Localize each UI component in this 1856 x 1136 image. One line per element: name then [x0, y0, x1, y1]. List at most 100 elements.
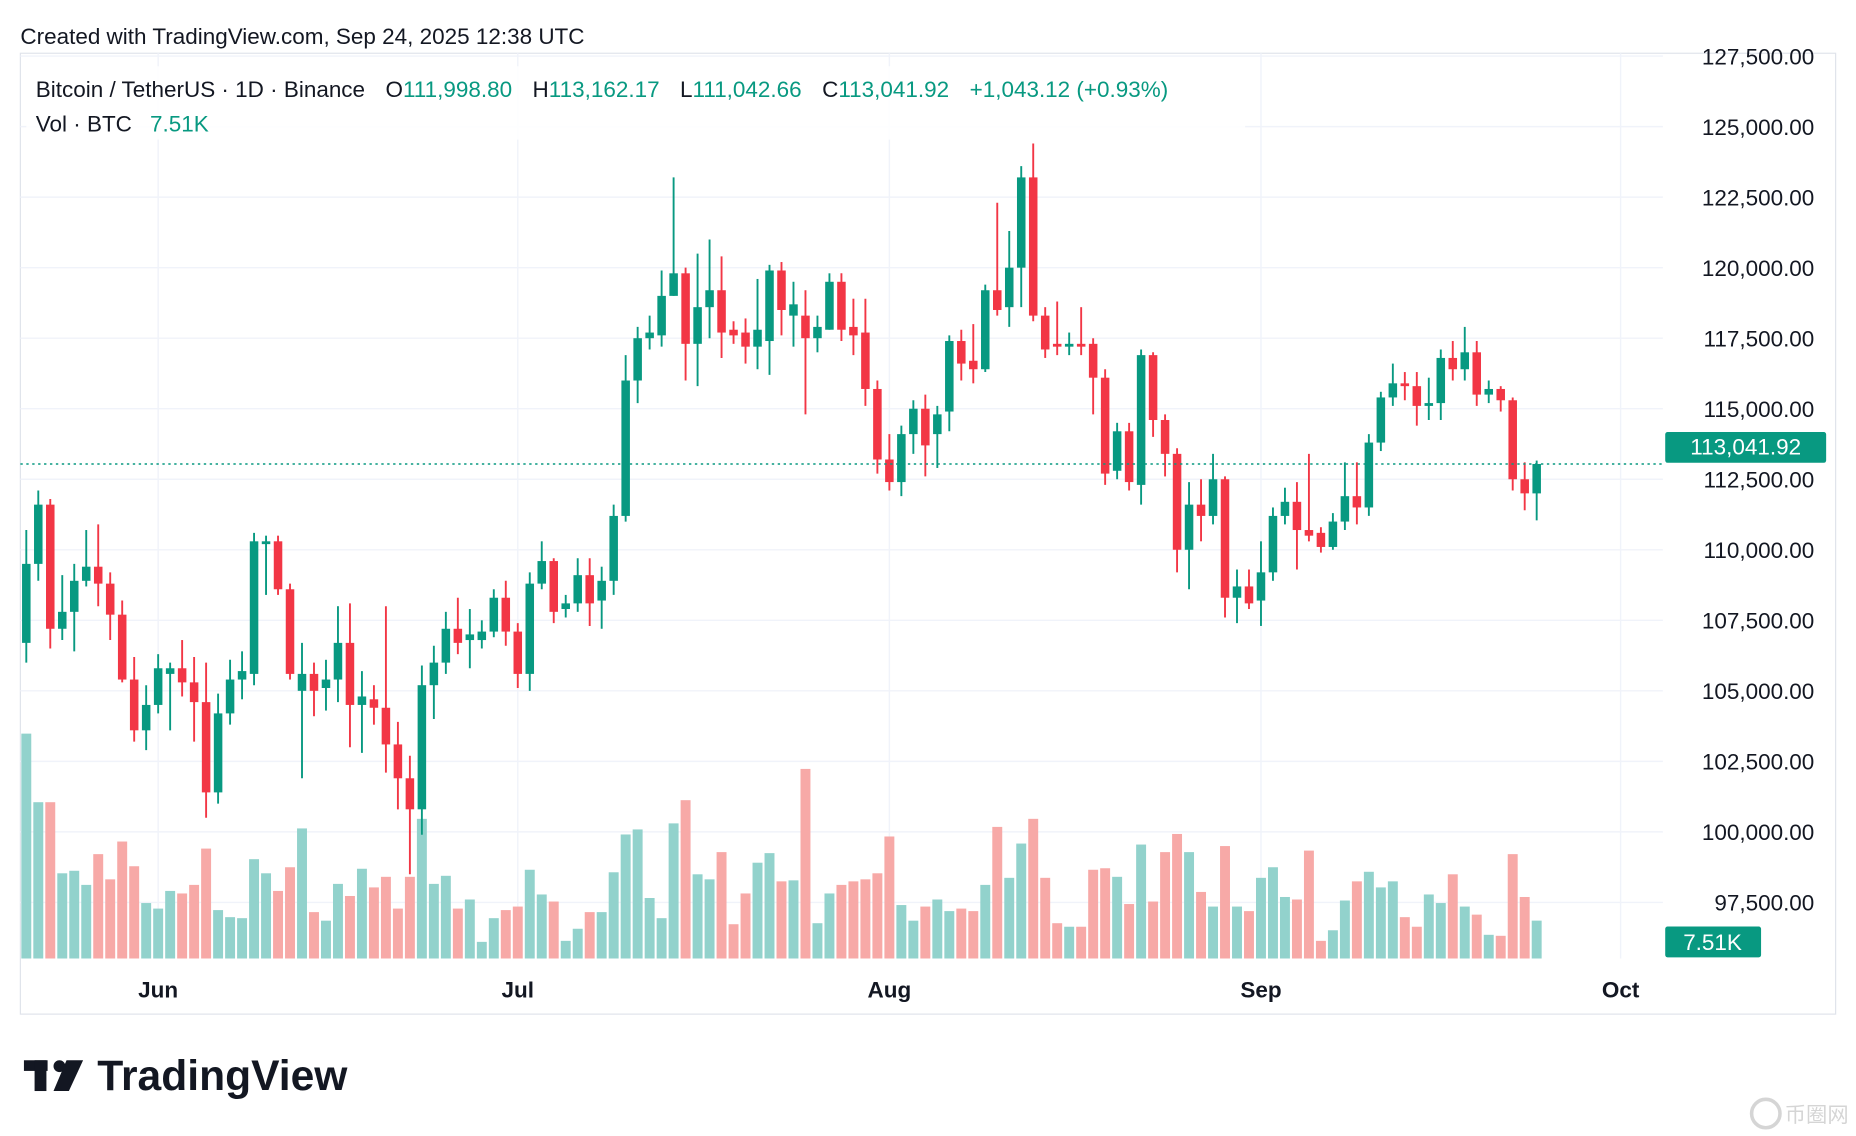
- candle[interactable]: [105, 572, 115, 641]
- candle[interactable]: [1424, 377, 1434, 421]
- candle[interactable]: [1148, 352, 1158, 437]
- candle[interactable]: [765, 264, 774, 375]
- candle[interactable]: [1136, 349, 1146, 505]
- candle[interactable]: [381, 606, 391, 773]
- candle[interactable]: [1412, 372, 1422, 426]
- candle[interactable]: [549, 558, 558, 624]
- price-axis[interactable]: 127,500.00 125,000.00 122,500.00 120,000.00…: [1702, 44, 1814, 915]
- candle[interactable]: [1376, 391, 1386, 452]
- candle[interactable]: [321, 659, 331, 711]
- candle[interactable]: [465, 609, 475, 669]
- candle[interactable]: [741, 318, 750, 364]
- candle[interactable]: [22, 530, 31, 663]
- candle[interactable]: [1460, 326, 1470, 381]
- candle[interactable]: [1400, 372, 1410, 401]
- candle[interactable]: [921, 394, 930, 477]
- candle[interactable]: [1532, 460, 1541, 521]
- candle[interactable]: [1364, 434, 1374, 516]
- candle[interactable]: [909, 400, 918, 454]
- candle[interactable]: [1448, 341, 1458, 381]
- candle[interactable]: [501, 580, 511, 646]
- candle[interactable]: [1100, 369, 1110, 485]
- candle[interactable]: [393, 721, 403, 810]
- candle[interactable]: [429, 645, 439, 720]
- candle[interactable]: [693, 253, 702, 387]
- candle[interactable]: [573, 558, 582, 612]
- candle[interactable]: [777, 262, 786, 336]
- candle[interactable]: [1496, 386, 1505, 412]
- candle[interactable]: [1484, 380, 1493, 404]
- candle[interactable]: [261, 535, 271, 595]
- candle[interactable]: [1172, 448, 1182, 573]
- candle[interactable]: [969, 324, 978, 384]
- candle-series[interactable]: [22, 143, 1541, 875]
- candle[interactable]: [1208, 453, 1218, 525]
- candle[interactable]: [1076, 307, 1086, 356]
- candle[interactable]: [1304, 453, 1314, 542]
- candle[interactable]: [1292, 482, 1302, 570]
- candle[interactable]: [885, 434, 894, 491]
- candle[interactable]: [897, 425, 906, 497]
- candle[interactable]: [1220, 476, 1230, 618]
- candle[interactable]: [753, 278, 762, 370]
- candle[interactable]: [705, 239, 714, 339]
- candle[interactable]: [141, 685, 151, 751]
- candle[interactable]: [609, 504, 618, 595]
- candle[interactable]: [201, 662, 211, 818]
- candle[interactable]: [1028, 143, 1038, 322]
- candle[interactable]: [405, 755, 415, 875]
- candle[interactable]: [1196, 479, 1206, 542]
- candle[interactable]: [117, 600, 127, 683]
- candle[interactable]: [945, 335, 954, 432]
- candle[interactable]: [309, 662, 319, 717]
- candle[interactable]: [789, 281, 798, 347]
- candle[interactable]: [81, 530, 91, 587]
- candle[interactable]: [189, 656, 199, 742]
- candle[interactable]: [585, 558, 594, 626]
- candle[interactable]: [1088, 338, 1098, 415]
- candle[interactable]: [1052, 301, 1062, 356]
- candle[interactable]: [489, 589, 499, 638]
- candle[interactable]: [801, 290, 810, 415]
- candle[interactable]: [165, 662, 175, 731]
- candle[interactable]: [621, 355, 630, 522]
- candle[interactable]: [933, 405, 942, 468]
- candle[interactable]: [273, 535, 283, 595]
- candle[interactable]: [861, 298, 870, 406]
- candle[interactable]: [1184, 482, 1194, 590]
- candle[interactable]: [1280, 487, 1290, 525]
- candle[interactable]: [669, 177, 678, 296]
- candle[interactable]: [525, 572, 535, 691]
- candle[interactable]: [34, 490, 43, 581]
- candle[interactable]: [225, 659, 235, 725]
- candle[interactable]: [1040, 307, 1050, 358]
- candle[interactable]: [345, 603, 355, 748]
- candle[interactable]: [717, 256, 726, 358]
- candle[interactable]: [561, 594, 570, 618]
- candle[interactable]: [1064, 332, 1074, 356]
- candle[interactable]: [1112, 422, 1122, 480]
- time-axis[interactable]: Jun Jul Aug Sep Oct: [138, 978, 1640, 1003]
- candle[interactable]: [477, 620, 487, 649]
- candle[interactable]: [333, 606, 343, 703]
- candle[interactable]: [1004, 230, 1014, 327]
- candle[interactable]: [153, 654, 163, 714]
- candle[interactable]: [1508, 397, 1517, 491]
- candle[interactable]: [249, 532, 259, 686]
- candle[interactable]: [285, 583, 295, 680]
- candle[interactable]: [1256, 541, 1266, 626]
- candle[interactable]: [69, 563, 79, 652]
- candle[interactable]: [1352, 462, 1362, 525]
- candle[interactable]: [657, 270, 666, 347]
- candle[interactable]: [981, 284, 990, 373]
- candle[interactable]: [213, 693, 223, 804]
- candle[interactable]: [837, 273, 846, 342]
- candle[interactable]: [1016, 166, 1026, 308]
- candle[interactable]: [297, 642, 307, 779]
- candle[interactable]: [1268, 507, 1278, 581]
- candle[interactable]: [93, 524, 103, 607]
- candle[interactable]: [993, 202, 1002, 316]
- candle[interactable]: [1340, 462, 1350, 531]
- candle[interactable]: [825, 273, 834, 330]
- candle[interactable]: [1472, 341, 1482, 406]
